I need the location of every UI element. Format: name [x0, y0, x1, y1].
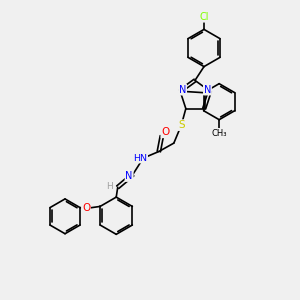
- Text: H: H: [106, 182, 113, 191]
- Text: O: O: [82, 203, 90, 213]
- Text: Cl: Cl: [199, 12, 209, 22]
- Text: N: N: [204, 85, 211, 95]
- Text: O: O: [161, 127, 169, 137]
- Text: N: N: [179, 85, 186, 95]
- Text: S: S: [178, 120, 184, 130]
- Text: HN: HN: [133, 154, 147, 163]
- Text: N: N: [125, 171, 133, 181]
- Text: CH₃: CH₃: [212, 129, 227, 138]
